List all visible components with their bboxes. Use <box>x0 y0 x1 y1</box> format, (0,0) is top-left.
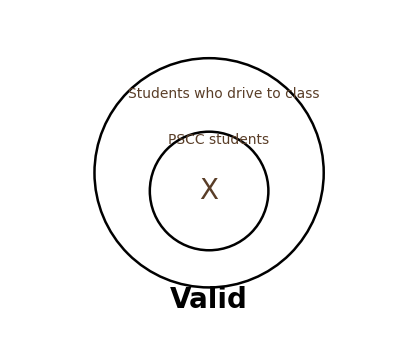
Text: Valid: Valid <box>170 286 248 314</box>
Text: Students who drive to class: Students who drive to class <box>128 87 319 101</box>
Text: X: X <box>200 177 219 205</box>
Text: PSCC students: PSCC students <box>168 133 269 147</box>
